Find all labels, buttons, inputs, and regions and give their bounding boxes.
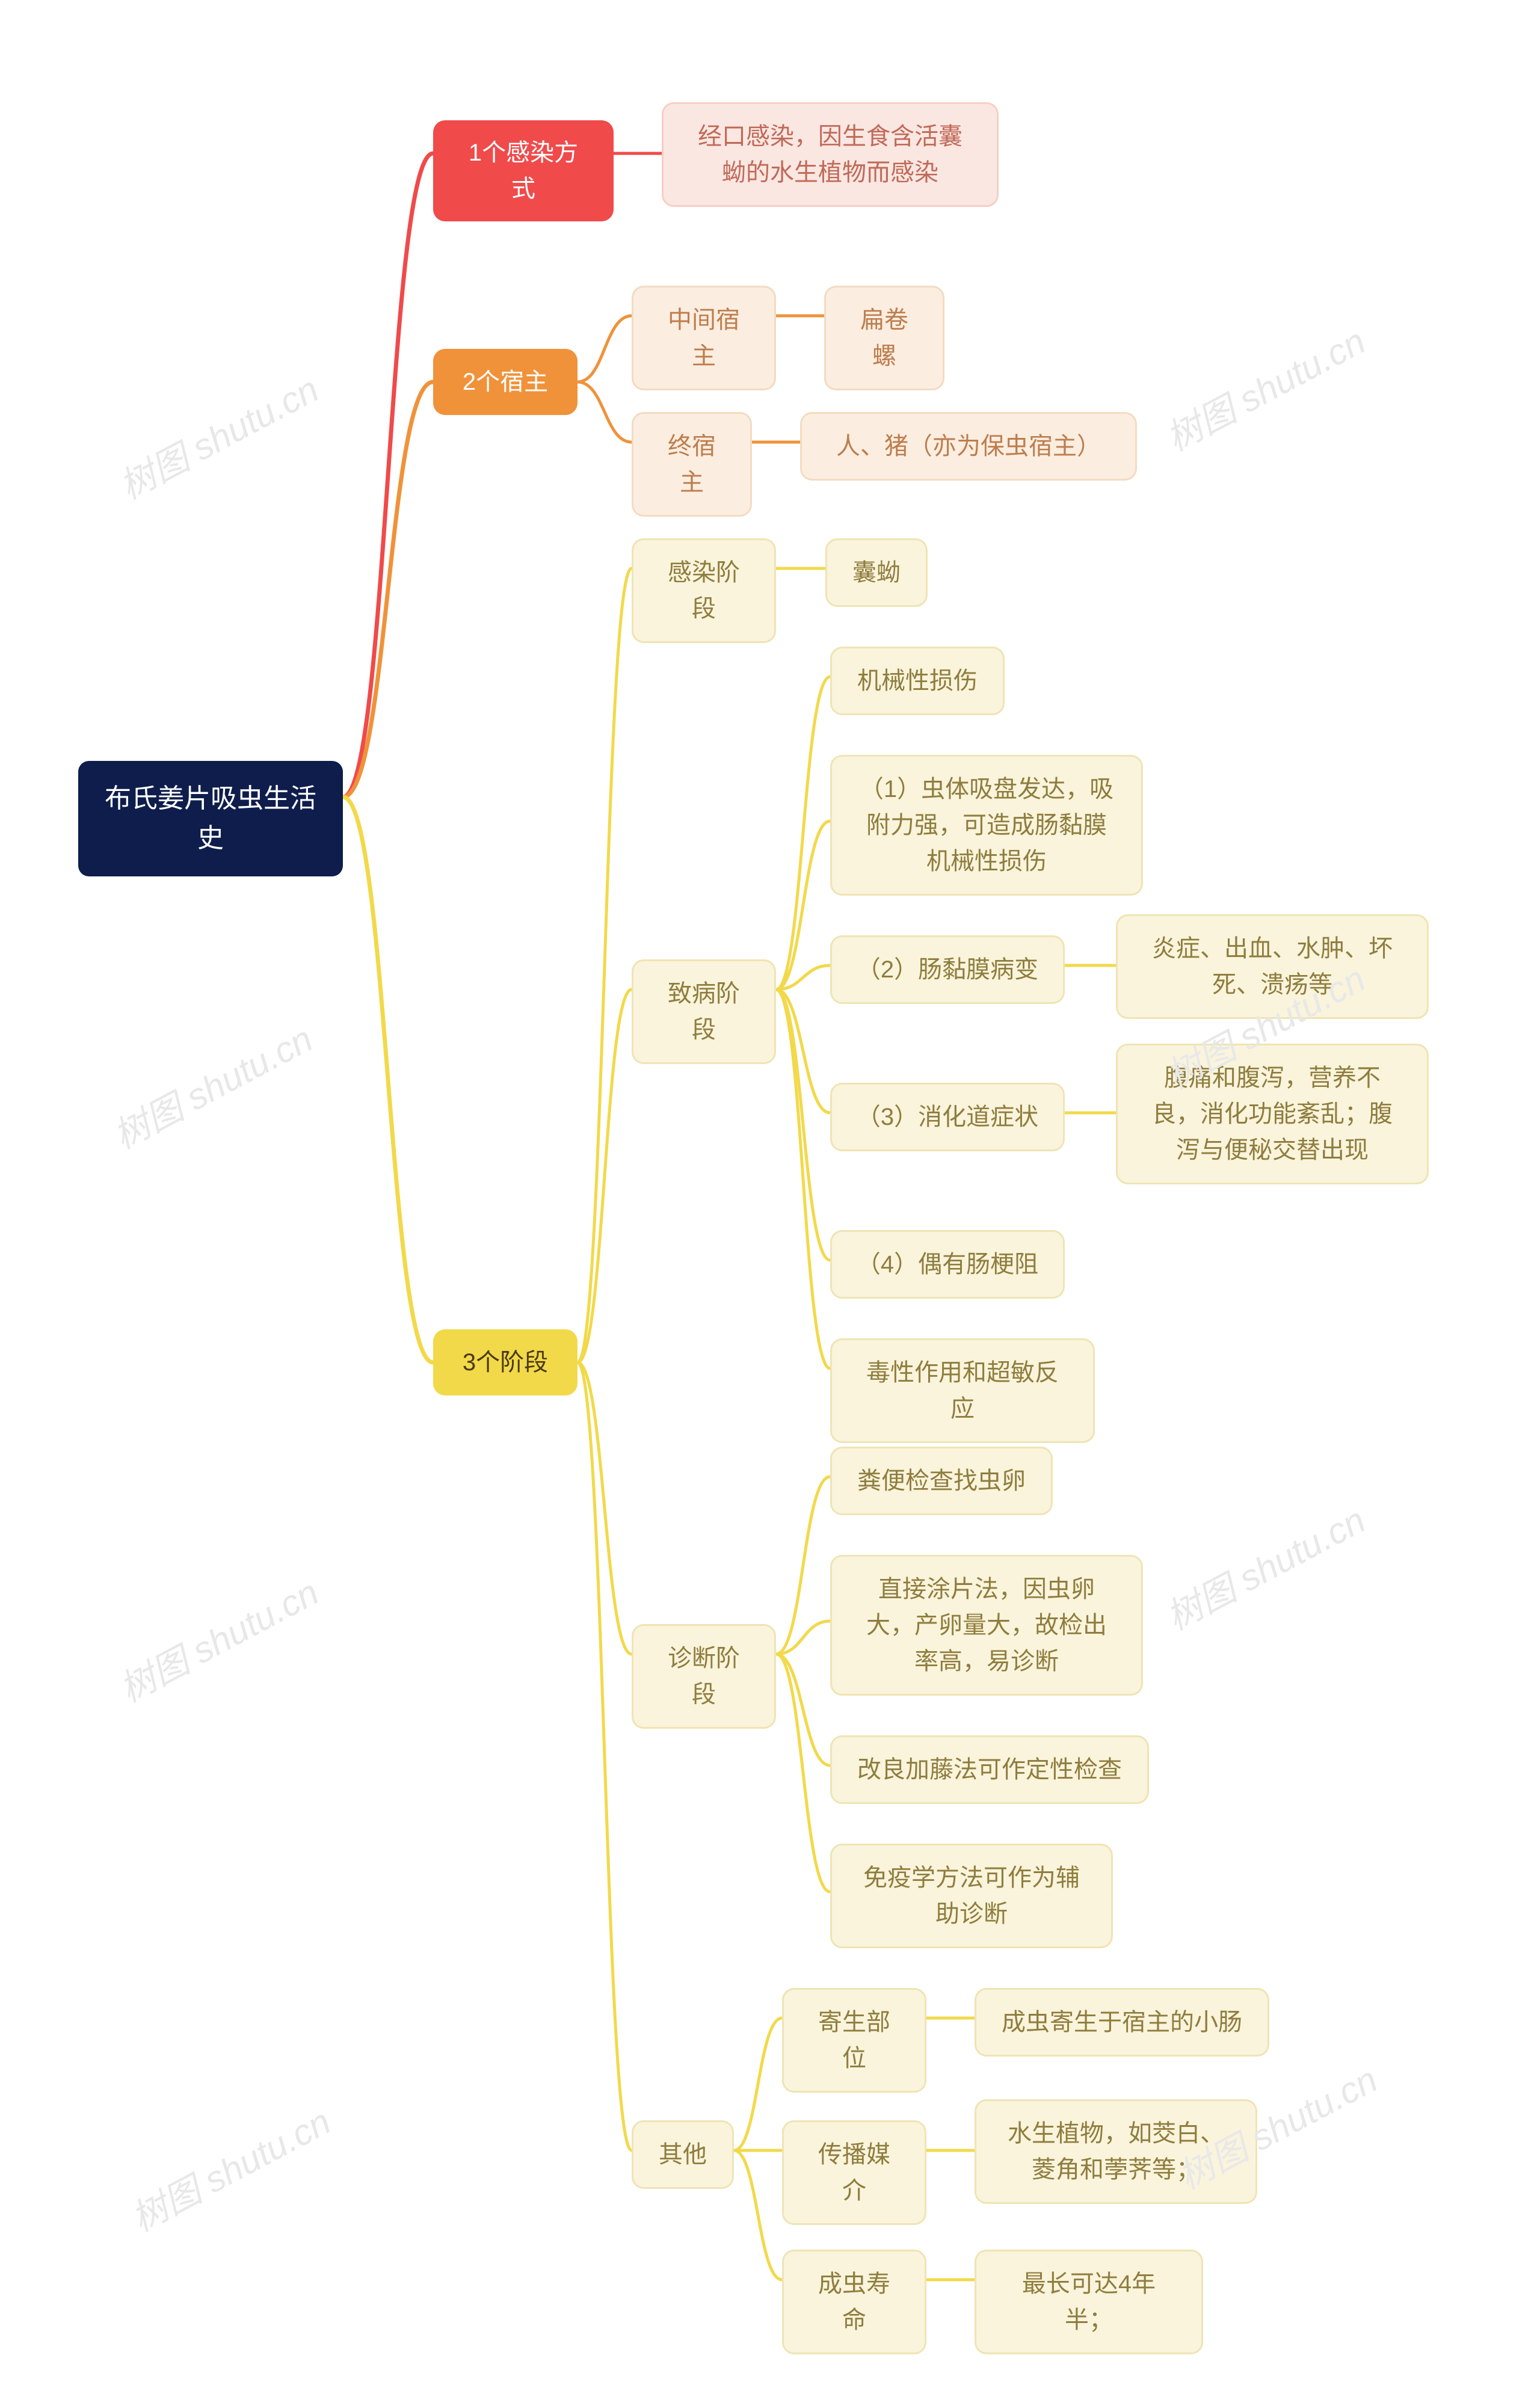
leaf-obstruction[interactable]: （4）偶有肠梗阻 [830, 1230, 1065, 1299]
leaf-mechanical-injury[interactable]: 机械性损伤 [830, 647, 1005, 715]
watermark-text: 树图 shutu.cn [109, 1564, 327, 1712]
watermark-text: 树图 shutu.cn [109, 361, 327, 509]
leaf-sucker-desc[interactable]: （1）虫体吸盘发达，吸附力强，可造成肠黏膜机械性损伤 [830, 755, 1143, 896]
root-node[interactable]: 布氏姜片吸虫生活史 [78, 761, 343, 876]
leaf-infection-stage-value[interactable]: 囊蚴 [825, 538, 928, 607]
leaf-other[interactable]: 其他 [632, 2120, 734, 2189]
leaf-stool-exam[interactable]: 粪便检查找虫卵 [830, 1447, 1053, 1515]
leaf-immunology[interactable]: 免疫学方法可作为辅助诊断 [830, 1844, 1113, 1948]
watermark-text: 树图 shutu.cn [1156, 1492, 1373, 1640]
leaf-infection-desc[interactable]: 经口感染，因生食含活囊蚴的水生植物而感染 [662, 102, 999, 207]
leaf-vector-value[interactable]: 水生植物，如茭白、菱角和荸荠等； [975, 2099, 1257, 2204]
leaf-parasitic-site[interactable]: 寄生部位 [782, 1988, 926, 2093]
leaf-toxic-hypersensitive[interactable]: 毒性作用和超敏反应 [830, 1338, 1095, 1443]
leaf-digestive-symptoms-desc[interactable]: 腹痛和腹泻，营养不良，消化功能紊乱；腹泻与便秘交替出现 [1116, 1044, 1429, 1184]
leaf-intermediate-host-value[interactable]: 扁卷螺 [824, 286, 944, 390]
watermark-text: 树图 shutu.cn [1156, 313, 1373, 461]
branch-stages[interactable]: 3个阶段 [433, 1329, 578, 1395]
leaf-intermediate-host[interactable]: 中间宿主 [632, 286, 776, 390]
branch-hosts[interactable]: 2个宿主 [433, 349, 578, 415]
leaf-final-host[interactable]: 终宿主 [632, 412, 752, 517]
leaf-final-host-value[interactable]: 人、猪（亦为保虫宿主） [800, 412, 1137, 481]
leaf-direct-smear[interactable]: 直接涂片法，因虫卵大，产卵量大，故检出率高，易诊断 [830, 1555, 1143, 1696]
leaf-vector[interactable]: 传播媒介 [782, 2120, 926, 2225]
leaf-mucosa-lesion[interactable]: （2）肠黏膜病变 [830, 935, 1065, 1004]
leaf-diagnosis-stage[interactable]: 诊断阶段 [632, 1624, 776, 1729]
leaf-pathogenic-stage[interactable]: 致病阶段 [632, 959, 776, 1064]
leaf-parasitic-site-value[interactable]: 成虫寄生于宿主的小肠 [975, 1988, 1269, 2057]
leaf-infection-stage[interactable]: 感染阶段 [632, 538, 776, 643]
leaf-digestive-symptoms[interactable]: （3）消化道症状 [830, 1083, 1065, 1151]
leaf-lifespan-value[interactable]: 最长可达4年半； [975, 2250, 1203, 2354]
watermark-text: 树图 shutu.cn [121, 2093, 339, 2242]
mindmap-canvas: 布氏姜片吸虫生活史 1个感染方式 经口感染，因生食含活囊蚴的水生植物而感染 2个… [0, 0, 1540, 2394]
watermark-text: 树图 shutu.cn [103, 1011, 321, 1159]
leaf-kato-method[interactable]: 改良加藤法可作定性检查 [830, 1735, 1149, 1804]
branch-infection-method[interactable]: 1个感染方式 [433, 120, 614, 221]
leaf-lifespan[interactable]: 成虫寿命 [782, 2250, 926, 2354]
leaf-mucosa-lesion-desc[interactable]: 炎症、出血、水肿、坏死、溃疡等 [1116, 914, 1429, 1019]
